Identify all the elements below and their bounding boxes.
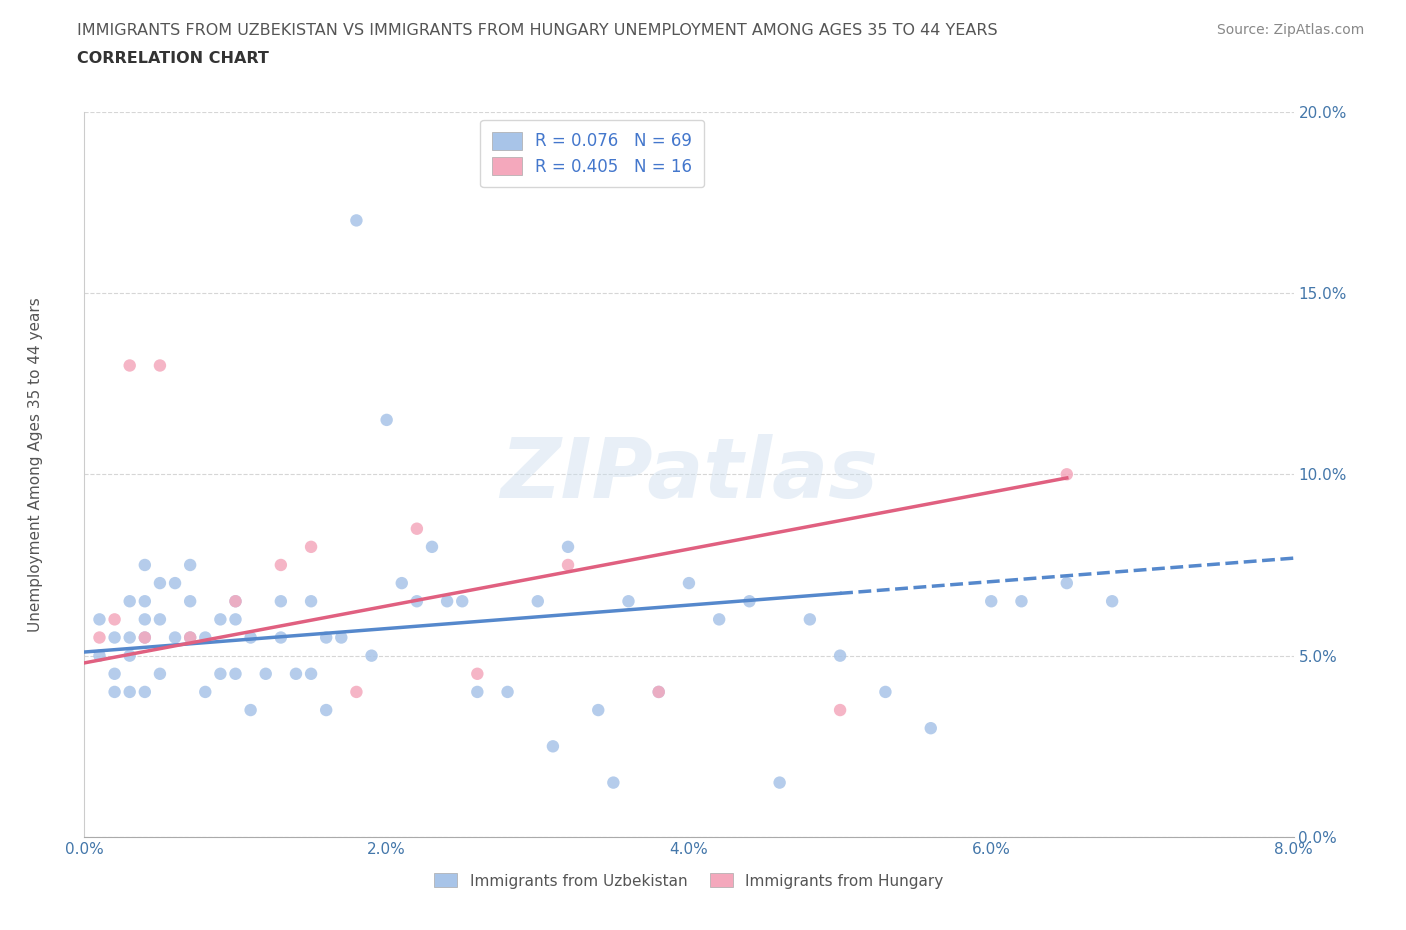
Text: IMMIGRANTS FROM UZBEKISTAN VS IMMIGRANTS FROM HUNGARY UNEMPLOYMENT AMONG AGES 35: IMMIGRANTS FROM UZBEKISTAN VS IMMIGRANTS… bbox=[77, 23, 998, 38]
Point bbox=[391, 576, 413, 591]
Point bbox=[104, 631, 127, 645]
Point bbox=[678, 576, 700, 591]
Point bbox=[104, 684, 127, 699]
Point bbox=[149, 358, 172, 373]
Point bbox=[239, 631, 262, 645]
Point bbox=[648, 684, 671, 699]
Point bbox=[467, 684, 489, 699]
Text: ZIPatlas: ZIPatlas bbox=[501, 433, 877, 515]
Point bbox=[225, 594, 247, 609]
Point bbox=[165, 576, 187, 591]
Point bbox=[602, 776, 624, 790]
Point bbox=[270, 594, 292, 609]
Point bbox=[875, 684, 897, 699]
Point bbox=[179, 558, 201, 573]
Point bbox=[830, 703, 852, 718]
Point bbox=[239, 703, 262, 718]
Point bbox=[225, 667, 247, 682]
Point bbox=[648, 684, 671, 699]
Point bbox=[406, 594, 429, 609]
Point bbox=[194, 631, 217, 645]
Point bbox=[89, 612, 111, 627]
Point bbox=[557, 539, 579, 554]
Point bbox=[134, 612, 156, 627]
Point bbox=[254, 667, 277, 682]
Point bbox=[179, 594, 201, 609]
Point bbox=[134, 684, 156, 699]
Point bbox=[225, 612, 247, 627]
Point bbox=[209, 667, 232, 682]
Point bbox=[360, 648, 382, 663]
Point bbox=[149, 667, 172, 682]
Point bbox=[149, 576, 172, 591]
Point bbox=[209, 612, 232, 627]
Point bbox=[346, 213, 368, 228]
Point bbox=[980, 594, 1002, 609]
Point bbox=[541, 738, 564, 753]
Point bbox=[315, 703, 337, 718]
Point bbox=[617, 594, 640, 609]
Text: Unemployment Among Ages 35 to 44 years: Unemployment Among Ages 35 to 44 years bbox=[28, 298, 42, 632]
Point bbox=[315, 631, 337, 645]
Point bbox=[738, 594, 761, 609]
Point bbox=[225, 594, 247, 609]
Point bbox=[104, 612, 127, 627]
Point bbox=[769, 776, 792, 790]
Point bbox=[194, 684, 217, 699]
Point bbox=[165, 631, 187, 645]
Text: CORRELATION CHART: CORRELATION CHART bbox=[77, 51, 269, 66]
Point bbox=[920, 721, 942, 736]
Point bbox=[270, 558, 292, 573]
Point bbox=[134, 631, 156, 645]
Point bbox=[134, 558, 156, 573]
Point bbox=[451, 594, 474, 609]
Point bbox=[467, 667, 489, 682]
Point bbox=[118, 594, 141, 609]
Point bbox=[496, 684, 519, 699]
Point bbox=[118, 684, 141, 699]
Point bbox=[89, 631, 111, 645]
Point bbox=[134, 631, 156, 645]
Point bbox=[134, 594, 156, 609]
Point bbox=[104, 667, 127, 682]
Point bbox=[299, 667, 322, 682]
Point bbox=[149, 612, 172, 627]
Point bbox=[1056, 467, 1078, 482]
Point bbox=[375, 413, 398, 428]
Point bbox=[420, 539, 443, 554]
Point bbox=[588, 703, 610, 718]
Point bbox=[799, 612, 821, 627]
Point bbox=[118, 648, 141, 663]
Point bbox=[436, 594, 458, 609]
Point bbox=[1056, 576, 1078, 591]
Point bbox=[330, 631, 353, 645]
Point bbox=[557, 558, 579, 573]
Point bbox=[299, 539, 322, 554]
Point bbox=[179, 631, 201, 645]
Point bbox=[118, 358, 141, 373]
Text: Source: ZipAtlas.com: Source: ZipAtlas.com bbox=[1216, 23, 1364, 37]
Point bbox=[1011, 594, 1033, 609]
Point bbox=[527, 594, 550, 609]
Point bbox=[179, 631, 201, 645]
Point bbox=[89, 648, 111, 663]
Point bbox=[406, 521, 429, 536]
Point bbox=[299, 594, 322, 609]
Point bbox=[118, 631, 141, 645]
Point bbox=[285, 667, 308, 682]
Point bbox=[1101, 594, 1123, 609]
Legend: Immigrants from Uzbekistan, Immigrants from Hungary: Immigrants from Uzbekistan, Immigrants f… bbox=[429, 868, 949, 895]
Point bbox=[270, 631, 292, 645]
Point bbox=[346, 684, 368, 699]
Point bbox=[830, 648, 852, 663]
Point bbox=[709, 612, 731, 627]
